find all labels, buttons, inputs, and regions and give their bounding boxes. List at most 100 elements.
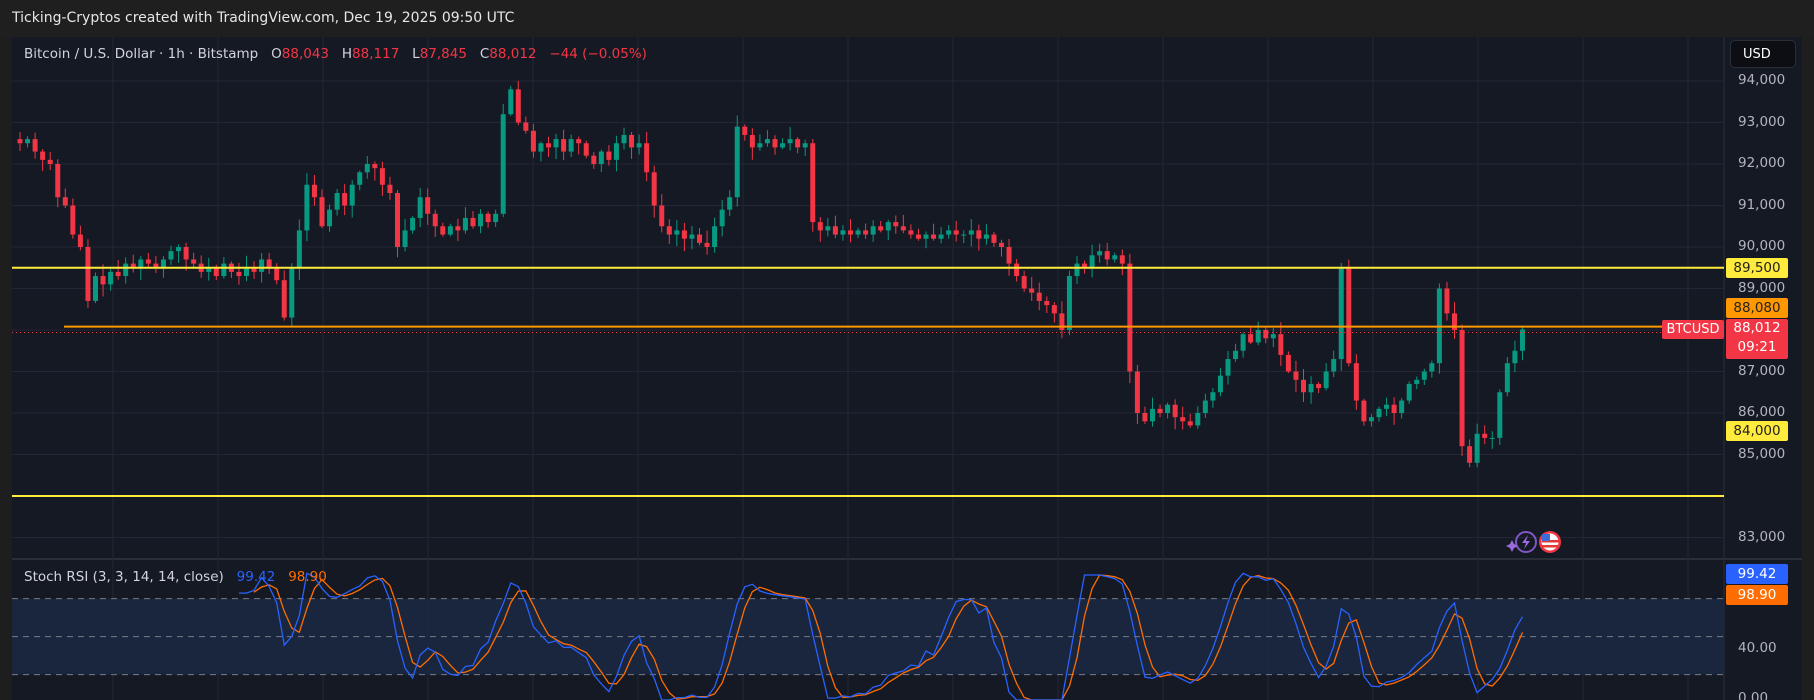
candle-body — [334, 193, 340, 210]
candle-body — [1346, 267, 1352, 364]
candle — [1014, 258, 1020, 282]
candle — [266, 252, 272, 275]
candle-body — [440, 226, 446, 235]
candle — [123, 257, 129, 284]
candle — [387, 176, 393, 200]
candle — [319, 189, 325, 229]
candle-body — [855, 230, 861, 235]
candle — [508, 85, 514, 116]
candle-body — [1150, 408, 1155, 422]
candle — [32, 132, 38, 159]
candle — [1436, 283, 1442, 374]
candle — [968, 219, 974, 247]
level-tag-89500: 89,500 — [1726, 258, 1788, 278]
candle — [1376, 406, 1382, 422]
chart-panel[interactable]: Bitcoin / U.S. Dollar · 1h · Bitstamp O8… — [12, 37, 1802, 700]
stoch-k-value: 99.42 — [236, 569, 276, 585]
candle — [130, 254, 136, 273]
candle — [938, 227, 944, 244]
candle — [1157, 404, 1163, 418]
chart-background — [12, 37, 1802, 700]
candle-body — [1421, 371, 1427, 380]
candle-body — [1044, 300, 1050, 306]
candle — [674, 220, 680, 247]
candle — [1187, 413, 1193, 428]
event-icons[interactable] — [1504, 527, 1568, 557]
candle — [613, 135, 619, 172]
candle — [1165, 402, 1171, 419]
candle-body — [311, 184, 317, 198]
price-chart[interactable] — [12, 37, 1802, 700]
candle — [357, 170, 363, 191]
candle-body — [1338, 267, 1344, 360]
candle-body — [1059, 313, 1065, 330]
candle — [515, 80, 521, 126]
candle — [1270, 327, 1276, 348]
candle — [832, 215, 838, 239]
candle-body — [1089, 255, 1095, 268]
candle — [697, 228, 702, 246]
candle-body — [1444, 288, 1450, 314]
candle-body — [108, 271, 114, 285]
candle-body — [1051, 305, 1057, 314]
candle-body — [1459, 330, 1465, 447]
candle — [908, 224, 914, 239]
candle — [1150, 397, 1155, 427]
candle — [893, 215, 899, 234]
candle — [530, 123, 536, 158]
currency-button[interactable]: USD — [1730, 40, 1796, 68]
candle — [108, 268, 114, 291]
chart-title: Ticking-Cryptos created with TradingView… — [12, 10, 515, 26]
candle — [1021, 270, 1027, 292]
candle-body — [1308, 383, 1314, 393]
candle-body — [379, 168, 385, 185]
candle — [379, 161, 385, 196]
candle — [153, 256, 159, 273]
candle — [1467, 439, 1473, 468]
candle-body — [1489, 437, 1495, 439]
candle — [296, 219, 302, 280]
candle — [1519, 325, 1525, 361]
candle-body — [1368, 417, 1374, 422]
candle — [470, 210, 476, 229]
candle-body — [1467, 446, 1473, 463]
candle — [712, 217, 718, 253]
candle — [1074, 255, 1080, 284]
us-flag-icon[interactable] — [1539, 531, 1561, 553]
candle-body — [25, 139, 31, 144]
candle-body — [1519, 329, 1525, 351]
candle-body — [1512, 350, 1518, 364]
candle — [1323, 363, 1329, 391]
sparkle-lightning-icon[interactable] — [1506, 531, 1537, 553]
candle-body — [1263, 330, 1269, 339]
candle — [1301, 368, 1306, 403]
candle-body — [493, 213, 499, 223]
candle-body — [674, 230, 680, 235]
candle-body — [40, 151, 46, 160]
candle-body — [372, 164, 378, 169]
candle-body — [712, 226, 718, 247]
low-value: 87,845 — [419, 46, 467, 62]
candle — [1399, 397, 1405, 419]
candle — [644, 131, 650, 182]
candle-body — [742, 126, 748, 135]
candle-body — [908, 230, 914, 235]
stoch-rsi-legend[interactable]: Stoch RSI (3, 3, 14, 14, close) 99.42 98… — [24, 569, 327, 585]
candle — [787, 127, 793, 151]
candle-body — [145, 259, 151, 264]
candle-body — [364, 164, 370, 173]
stoch-d-value: 98.90 — [288, 569, 327, 585]
candle — [85, 239, 91, 308]
symbol-name[interactable]: Bitcoin / U.S. Dollar · 1h · Bitstamp — [24, 46, 259, 62]
candle-body — [666, 226, 672, 235]
open-value: 88,043 — [281, 46, 330, 62]
candle-body — [455, 226, 461, 231]
candle — [689, 226, 695, 250]
candle-body — [1293, 371, 1299, 380]
candle-body — [387, 184, 393, 194]
candle-body — [1187, 421, 1193, 426]
candle — [772, 135, 778, 155]
candle-body — [1497, 392, 1503, 438]
candle — [1233, 343, 1239, 362]
candle — [206, 257, 212, 281]
